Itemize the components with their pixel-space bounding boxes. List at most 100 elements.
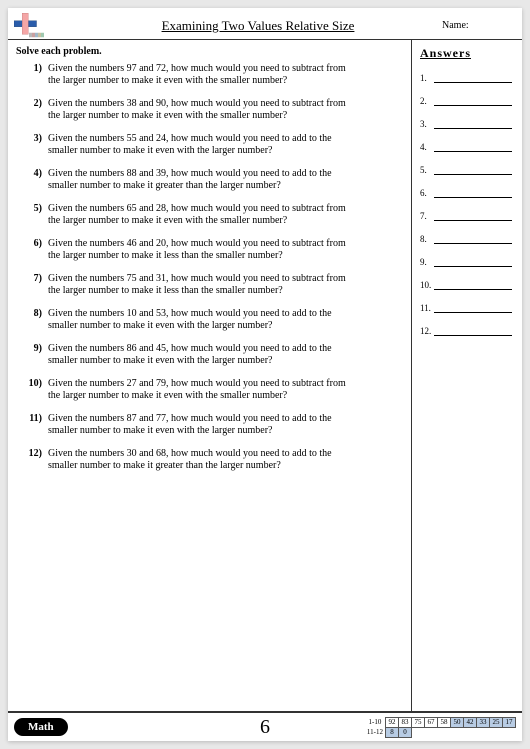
problem-item: 2)Given the numbers 38 and 90, how much … bbox=[26, 98, 356, 123]
answer-line: 9. bbox=[420, 257, 512, 267]
problem-item: 11)Given the numbers 87 and 77, how much… bbox=[26, 413, 356, 438]
score-cell: 83 bbox=[399, 717, 412, 727]
problem-item: 12)Given the numbers 30 and 68, how much… bbox=[26, 448, 356, 473]
page-number: 6 bbox=[260, 716, 270, 739]
problem-item: 1)Given the numbers 97 and 72, how much … bbox=[26, 63, 356, 88]
answer-line: 4. bbox=[420, 142, 512, 152]
plus-icon bbox=[14, 13, 44, 39]
answer-line: 8. bbox=[420, 234, 512, 244]
footer: Math 6 1-1092837567585042332517 11-1280 bbox=[8, 711, 522, 741]
answer-line: 6. bbox=[420, 188, 512, 198]
problem-item: 7)Given the numbers 75 and 31, how much … bbox=[26, 273, 356, 298]
score-cell: 42 bbox=[464, 717, 477, 727]
score-grid: 1-1092837567585042332517 11-1280 bbox=[365, 717, 516, 738]
score-cell: 50 bbox=[451, 717, 464, 727]
score-cell: 92 bbox=[386, 717, 399, 727]
problem-number: 10) bbox=[26, 378, 48, 403]
answer-blank[interactable] bbox=[434, 257, 512, 267]
problem-item: 9)Given the numbers 86 and 45, how much … bbox=[26, 343, 356, 368]
problem-number: 3) bbox=[26, 133, 48, 158]
answer-number: 5. bbox=[420, 165, 434, 175]
problem-item: 4)Given the numbers 88 and 39, how much … bbox=[26, 168, 356, 193]
answer-number: 1. bbox=[420, 73, 434, 83]
problem-text: Given the numbers 88 and 39, how much wo… bbox=[48, 168, 356, 193]
answer-line: 2. bbox=[420, 96, 512, 106]
score-label: 1-10 bbox=[365, 717, 386, 727]
score-cell: 25 bbox=[490, 717, 503, 727]
score-cell: 33 bbox=[477, 717, 490, 727]
score-cell: 17 bbox=[503, 717, 516, 727]
answer-blank[interactable] bbox=[434, 142, 512, 152]
answer-blank[interactable] bbox=[434, 234, 512, 244]
score-cell: 75 bbox=[412, 717, 425, 727]
problem-number: 12) bbox=[26, 448, 48, 473]
problem-item: 6)Given the numbers 46 and 20, how much … bbox=[26, 238, 356, 263]
answers-heading: Answers bbox=[420, 46, 512, 61]
instruction: Solve each problem. bbox=[16, 46, 407, 59]
answers-column: Answers 1. 2. 3. 4. 5. 6. 7. 8. 9. 10. 11. 12. bbox=[412, 40, 522, 711]
answer-number: 7. bbox=[420, 211, 434, 221]
answer-blank[interactable] bbox=[434, 326, 512, 336]
answer-line: 1. bbox=[420, 73, 512, 83]
answer-blank[interactable] bbox=[434, 73, 512, 83]
body: Solve each problem. 1)Given the numbers … bbox=[8, 40, 522, 711]
answer-line: 7. bbox=[420, 211, 512, 221]
answer-blank[interactable] bbox=[434, 165, 512, 175]
answer-number: 2. bbox=[420, 96, 434, 106]
worksheet-page: Examining Two Values Relative Size Name:… bbox=[8, 8, 522, 741]
header: Examining Two Values Relative Size Name: bbox=[8, 8, 522, 40]
answer-blank[interactable] bbox=[434, 280, 512, 290]
answer-blank[interactable] bbox=[434, 211, 512, 221]
problem-text: Given the numbers 38 and 90, how much wo… bbox=[48, 98, 356, 123]
answer-line: 5. bbox=[420, 165, 512, 175]
problem-number: 1) bbox=[26, 63, 48, 88]
answer-blank[interactable] bbox=[434, 96, 512, 106]
problem-number: 7) bbox=[26, 273, 48, 298]
problem-number: 2) bbox=[26, 98, 48, 123]
answer-number: 9. bbox=[420, 257, 434, 267]
answer-line: 3. bbox=[420, 119, 512, 129]
score-cell: 0 bbox=[399, 727, 412, 737]
problem-number: 11) bbox=[26, 413, 48, 438]
problem-item: 10)Given the numbers 27 and 79, how much… bbox=[26, 378, 356, 403]
math-badge: Math bbox=[14, 718, 68, 736]
answer-number: 12. bbox=[420, 326, 434, 336]
score-cell: 58 bbox=[438, 717, 451, 727]
problem-text: Given the numbers 10 and 53, how much wo… bbox=[48, 308, 356, 333]
answer-line: 10. bbox=[420, 280, 512, 290]
problem-text: Given the numbers 30 and 68, how much wo… bbox=[48, 448, 356, 473]
problems-column: Solve each problem. 1)Given the numbers … bbox=[8, 40, 412, 711]
answer-number: 4. bbox=[420, 142, 434, 152]
problem-text: Given the numbers 46 and 20, how much wo… bbox=[48, 238, 356, 263]
answer-blank[interactable] bbox=[434, 303, 512, 313]
problem-text: Given the numbers 86 and 45, how much wo… bbox=[48, 343, 356, 368]
answer-number: 3. bbox=[420, 119, 434, 129]
answer-number: 11. bbox=[420, 303, 434, 313]
answer-number: 10. bbox=[420, 280, 434, 290]
answer-number: 6. bbox=[420, 188, 434, 198]
answer-line: 11. bbox=[420, 303, 512, 313]
name-label: Name: bbox=[442, 20, 512, 31]
problem-text: Given the numbers 65 and 28, how much wo… bbox=[48, 203, 356, 228]
score-label: 11-12 bbox=[365, 727, 386, 737]
problem-text: Given the numbers 87 and 77, how much wo… bbox=[48, 413, 356, 438]
answer-blank[interactable] bbox=[434, 119, 512, 129]
problem-number: 6) bbox=[26, 238, 48, 263]
problem-text: Given the numbers 55 and 24, how much wo… bbox=[48, 133, 356, 158]
problem-number: 9) bbox=[26, 343, 48, 368]
problem-item: 3)Given the numbers 55 and 24, how much … bbox=[26, 133, 356, 158]
problem-number: 4) bbox=[26, 168, 48, 193]
answer-number: 8. bbox=[420, 234, 434, 244]
score-cell: 67 bbox=[425, 717, 438, 727]
problem-number: 8) bbox=[26, 308, 48, 333]
answer-line: 12. bbox=[420, 326, 512, 336]
score-cell: 8 bbox=[386, 727, 399, 737]
problem-text: Given the numbers 27 and 79, how much wo… bbox=[48, 378, 356, 403]
problem-text: Given the numbers 97 and 72, how much wo… bbox=[48, 63, 356, 88]
problem-number: 5) bbox=[26, 203, 48, 228]
problem-item: 8)Given the numbers 10 and 53, how much … bbox=[26, 308, 356, 333]
problem-text: Given the numbers 75 and 31, how much wo… bbox=[48, 273, 356, 298]
page-title: Examining Two Values Relative Size bbox=[44, 18, 442, 34]
problem-item: 5)Given the numbers 65 and 28, how much … bbox=[26, 203, 356, 228]
answer-blank[interactable] bbox=[434, 188, 512, 198]
